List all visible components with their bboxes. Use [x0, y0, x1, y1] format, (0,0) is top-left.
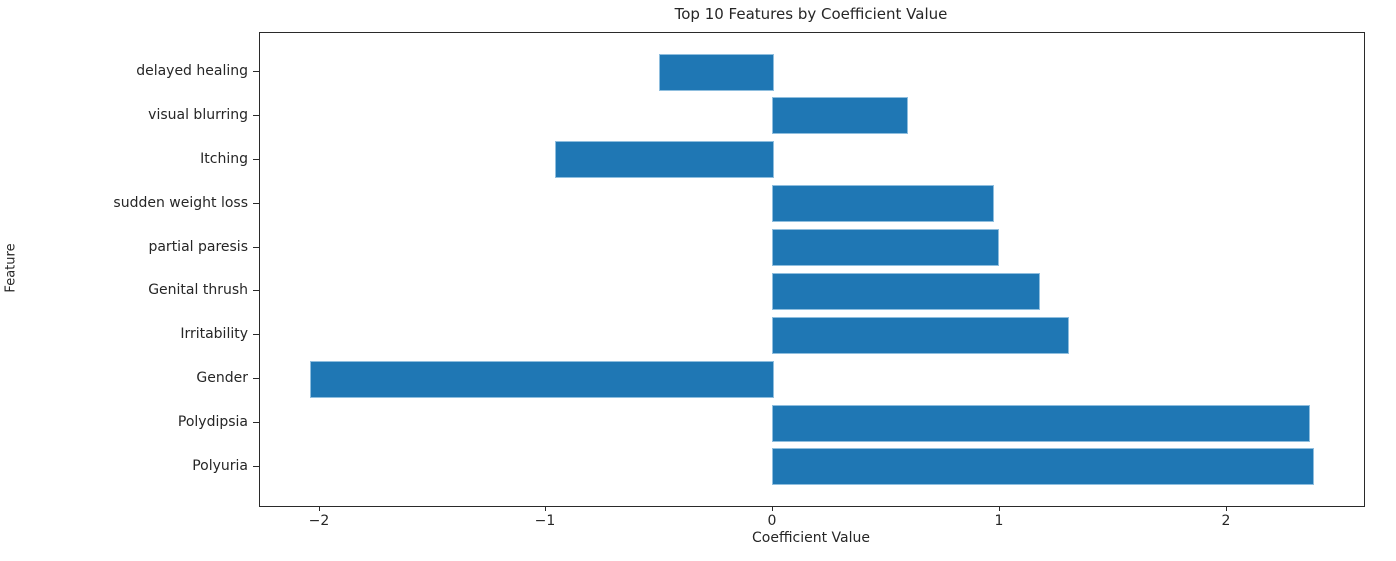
y-tick-mark: [253, 378, 259, 379]
plot-area: [259, 32, 1365, 507]
bar-gender: [310, 361, 774, 397]
y-tick-mark: [253, 247, 259, 248]
y-tick-label-delayed-healing: delayed healing: [136, 63, 248, 79]
x-tick-mark: [1226, 506, 1227, 511]
y-tick-label-genital-thrush: Genital thrush: [148, 282, 248, 298]
y-tick-mark: [253, 334, 259, 335]
x-tick-mark: [772, 506, 773, 511]
y-tick-mark: [253, 159, 259, 160]
y-tick-mark: [253, 290, 259, 291]
bar-itching: [555, 142, 774, 178]
x-tick-mark: [545, 506, 546, 511]
y-tick-label-partial-paresis: partial paresis: [148, 239, 248, 255]
y-tick-mark: [253, 71, 259, 72]
bar-polydipsia: [773, 405, 1309, 441]
x-tick-label-2: 2: [1221, 513, 1231, 529]
y-tick-label-visual-blurring: visual blurring: [148, 107, 248, 123]
y-tick-label-gender: Gender: [196, 370, 248, 386]
bar-irritability: [773, 317, 1069, 353]
chart-title: Top 10 Features by Coefficient Value: [674, 5, 948, 23]
y-tick-label-itching: Itching: [200, 151, 248, 167]
y-axis-label: Feature: [3, 243, 19, 293]
x-tick-label--2: −2: [308, 513, 330, 529]
y-tick-mark: [253, 115, 259, 116]
x-tick-mark: [319, 506, 320, 511]
bar-partial-paresis: [773, 230, 998, 266]
x-tick-mark: [999, 506, 1000, 511]
y-tick-label-polyuria: Polyuria: [192, 458, 248, 474]
y-tick-mark: [253, 203, 259, 204]
bar-polyuria: [773, 449, 1314, 485]
x-tick-label-1: 1: [994, 513, 1004, 529]
y-tick-label-polydipsia: Polydipsia: [177, 414, 248, 430]
x-tick-label--1: −1: [534, 513, 556, 529]
x-axis-label: Coefficient Value: [752, 530, 870, 546]
bar-delayed-healing: [659, 54, 774, 90]
x-tick-label-0: 0: [767, 513, 777, 529]
bar-sudden-weight-loss: [773, 186, 994, 222]
y-tick-label-irritability: Irritability: [180, 326, 248, 342]
y-tick-mark: [253, 422, 259, 423]
y-tick-mark: [253, 466, 259, 467]
y-tick-label-sudden-weight-loss: sudden weight loss: [113, 195, 248, 211]
bar-genital-thrush: [773, 273, 1039, 309]
bar-visual-blurring: [773, 98, 908, 134]
